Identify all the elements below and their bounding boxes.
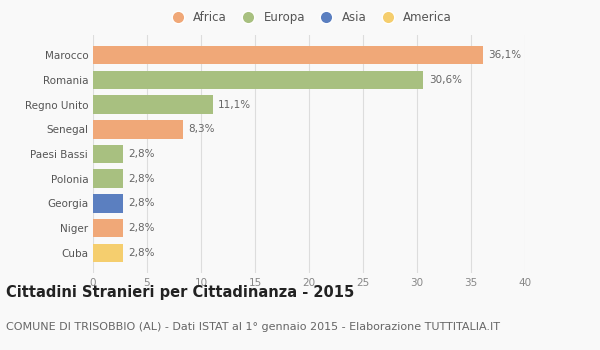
Bar — [93, 120, 182, 139]
Bar — [93, 145, 123, 163]
Text: 30,6%: 30,6% — [429, 75, 462, 85]
Text: 8,3%: 8,3% — [188, 124, 215, 134]
Bar — [93, 169, 123, 188]
Text: 2,8%: 2,8% — [128, 248, 155, 258]
Text: 2,8%: 2,8% — [128, 174, 155, 184]
Bar — [93, 95, 213, 114]
Text: 11,1%: 11,1% — [218, 99, 251, 110]
Text: 2,8%: 2,8% — [128, 149, 155, 159]
Bar — [93, 46, 483, 64]
Bar — [93, 219, 123, 237]
Text: 36,1%: 36,1% — [488, 50, 521, 60]
Bar — [93, 71, 424, 89]
Text: 2,8%: 2,8% — [128, 198, 155, 209]
Text: 2,8%: 2,8% — [128, 223, 155, 233]
Legend: Africa, Europa, Asia, America: Africa, Europa, Asia, America — [166, 11, 452, 25]
Bar — [93, 244, 123, 262]
Bar — [93, 194, 123, 213]
Text: Cittadini Stranieri per Cittadinanza - 2015: Cittadini Stranieri per Cittadinanza - 2… — [6, 285, 354, 300]
Text: COMUNE DI TRISOBBIO (AL) - Dati ISTAT al 1° gennaio 2015 - Elaborazione TUTTITAL: COMUNE DI TRISOBBIO (AL) - Dati ISTAT al… — [6, 322, 500, 332]
